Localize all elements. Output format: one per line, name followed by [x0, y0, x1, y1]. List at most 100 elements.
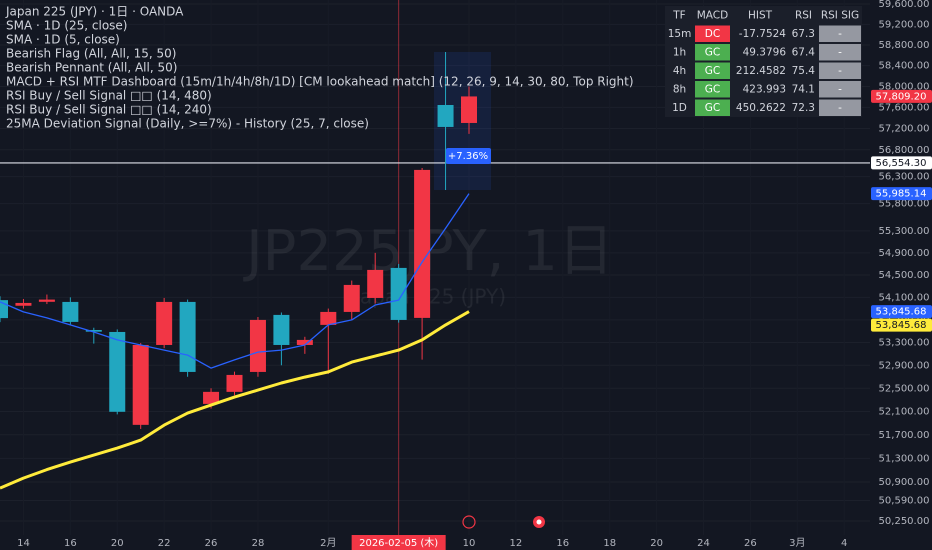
y-tick-label: 57,600.00 — [879, 102, 930, 113]
price-badge-label: 55,985.14 — [876, 189, 927, 200]
price-badge-label: 57,809.20 — [876, 91, 927, 102]
candle-body — [273, 314, 290, 345]
candle-body — [390, 267, 407, 320]
x-tick-label: 2月 — [320, 537, 336, 549]
dashboard-text: - — [838, 102, 842, 114]
change-label: +7.36% — [448, 151, 488, 162]
dashboard-text: GC — [705, 83, 720, 95]
y-tick-label: 50,900.00 — [879, 477, 930, 488]
y-tick-label: 54,100.00 — [879, 292, 930, 303]
candle-body — [203, 391, 220, 404]
x-tick-label: 16 — [556, 538, 569, 549]
dashboard-text: GC — [705, 46, 720, 58]
dashboard-text: 74.1 — [792, 83, 815, 95]
dashboard-cell — [819, 62, 861, 79]
price-badge-label: 53,845.68 — [876, 307, 927, 318]
event-icon-dot — [536, 519, 542, 525]
dashboard-cell — [695, 62, 730, 79]
dashboard-text: 67.3 — [792, 28, 815, 40]
dashboard-cell — [695, 81, 730, 98]
plot — [0, 0, 870, 535]
event-icon[interactable] — [462, 515, 476, 529]
y-tick-label: 56,300.00 — [879, 172, 930, 183]
x-tick-label: 24 — [697, 538, 710, 549]
dashboard-cell — [819, 25, 861, 42]
y-tick-label: 54,900.00 — [879, 248, 930, 259]
legend-entry: SMA · 1D (5, close) — [6, 33, 120, 47]
crosshair-badge — [351, 535, 446, 550]
y-tick-label: 51,700.00 — [879, 430, 930, 441]
sma-line — [0, 193, 470, 369]
dashboard-cell — [819, 81, 861, 98]
grid — [0, 0, 870, 535]
x-tick-label: 22 — [158, 538, 171, 549]
x-tick-label: 18 — [603, 538, 616, 549]
y-tick-label: 50,250.00 — [879, 516, 930, 527]
dashboard-cell — [695, 44, 730, 61]
x-tick-label: 16 — [64, 538, 77, 549]
y-tick-label: 53,300.00 — [879, 337, 930, 348]
y-tick-label: 55,800.00 — [879, 199, 930, 210]
dashboard-text: - — [838, 46, 842, 58]
dashboard-text: 15m — [668, 28, 692, 40]
dashboard-text: GC — [705, 65, 720, 77]
candle-body — [85, 329, 102, 332]
y-tick-label: 50,590.00 — [879, 496, 930, 507]
candle-body — [156, 301, 173, 345]
dashboard-cell — [819, 99, 861, 116]
price-badge-label: 53,845.68 — [876, 320, 927, 331]
dashboard-header: TF — [672, 9, 685, 21]
candle-body — [109, 331, 126, 412]
y-tick-label: 52,100.00 — [879, 406, 930, 417]
dashboard: TF MACD HIST RSI RSI SIG 15m DC -17.7524 67.3 - 1h… — [665, 6, 862, 117]
legend-entry: 25MA Deviation Signal (Daily, >=7%) - Hi… — [6, 117, 369, 131]
dashboard-cell — [695, 25, 730, 42]
dashboard-text: 8h — [673, 83, 686, 95]
y-tick-label: 52,900.00 — [879, 360, 930, 371]
x-tick-label: 20 — [111, 538, 124, 549]
candle-body — [38, 299, 55, 302]
dashboard-text: 72.3 — [792, 102, 815, 114]
x-tick-label: 12 — [510, 538, 523, 549]
y-tick-label: 55,300.00 — [879, 226, 930, 237]
y-tick-label: 56,800.00 — [879, 145, 930, 156]
dashboard-text: 67.4 — [792, 46, 816, 58]
dashboard-text: 1D — [672, 102, 687, 114]
dashboard-bg — [665, 6, 862, 117]
candle-body — [0, 300, 8, 319]
dashboard-cell — [695, 99, 730, 116]
price-axis — [870, 0, 932, 535]
candle-body — [461, 96, 477, 123]
y-tick-label: 59,200.00 — [879, 19, 930, 30]
price-badge — [871, 187, 932, 201]
price-badge — [871, 89, 932, 103]
candle-body — [179, 301, 196, 372]
candle-body — [132, 344, 149, 425]
sma-line — [0, 310, 470, 490]
dashboard-text: 423.993 — [743, 83, 786, 95]
legend-entry: MACD + RSI MTF Dashboard (15m/1h/4h/8h/1… — [6, 75, 634, 89]
x-tick-label: 26 — [205, 538, 218, 549]
dashboard-text: - — [838, 65, 842, 77]
x-tick-label: 3月 — [789, 537, 805, 549]
dashboard-text: - — [838, 28, 842, 40]
price-badge — [871, 156, 932, 170]
legend-entry: Bearish Flag (All, All, 15, 50) — [6, 47, 176, 61]
dashboard-text: -17.7524 — [739, 28, 787, 40]
x-tick-label: 10 — [463, 538, 476, 549]
legend-entry: Bearish Pennant (All, All, 50) — [6, 61, 177, 75]
legend-entry: RSI Buy / Sell Signal □□ (14, 480) — [6, 89, 212, 103]
dashboard-text: 75.4 — [792, 65, 816, 77]
dashboard-header: RSI — [795, 9, 812, 21]
x-tick-label: 14 — [17, 538, 30, 549]
x-tick-label: 26 — [744, 538, 757, 549]
price-badge-label: 56,554.30 — [876, 158, 927, 169]
y-tick-label: 58,000.00 — [879, 81, 930, 92]
price-badges: 57,809.20 56,554.30 55,985.14 53,845.68 53,8… — [871, 89, 932, 332]
price-axis-labels: 59,600.00 59,200.00 58,800.00 58,400.00 58,0… — [879, 0, 930, 527]
candle-body — [320, 311, 337, 325]
x-tick-label: 20 — [650, 538, 663, 549]
time-axis: 14 16 20 22 26 28 2月 2026-02-05 (木) 10 12 16 18 20 24… — [17, 535, 847, 550]
